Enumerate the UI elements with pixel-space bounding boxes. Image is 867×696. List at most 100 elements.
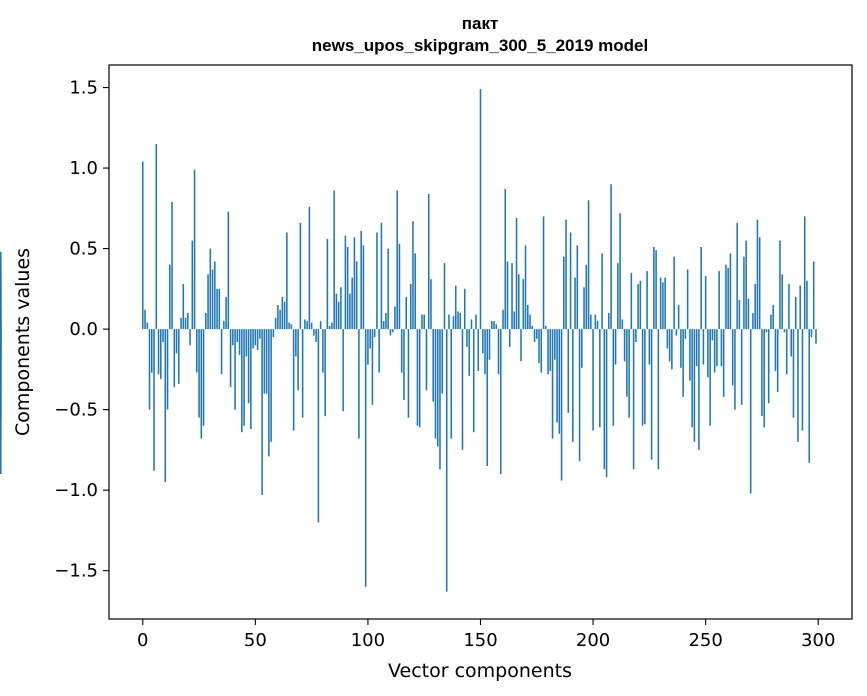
bar-228: [655, 250, 657, 330]
y-tick-label: −1.0: [54, 480, 98, 501]
bar-282: [776, 329, 779, 392]
bar-9: [162, 329, 164, 342]
bar-206: [605, 329, 608, 478]
bar-101: [369, 329, 371, 349]
bar-131: [436, 329, 439, 447]
bar-256: [718, 271, 720, 330]
bar-153: [486, 329, 489, 467]
bar-192: [574, 277, 576, 330]
bar-94: [353, 237, 356, 330]
bar-74: [308, 206, 311, 330]
bar-38: [227, 211, 230, 330]
bars-group: [0, 89, 817, 592]
bar-214: [623, 329, 626, 362]
bar-163: [508, 329, 511, 347]
bar-87: [337, 301, 340, 330]
bar-233: [666, 329, 669, 349]
bar-50: [254, 329, 257, 346]
bar-202: [596, 321, 599, 330]
bar-3: [148, 329, 151, 410]
bar-293: [801, 329, 804, 431]
bar-2: [146, 322, 149, 330]
bar-262: [731, 329, 734, 386]
bar-63: [283, 301, 286, 330]
bar-126: [425, 329, 428, 391]
bar-83: [328, 325, 331, 330]
bar-164: [511, 263, 513, 330]
bar-243: [689, 329, 691, 381]
bar-4: [151, 329, 153, 373]
x-tick-label: 200: [576, 630, 610, 651]
bar-173: [531, 325, 534, 330]
bar-37: [225, 296, 227, 330]
bar-261: [729, 253, 732, 330]
bar-258: [722, 329, 725, 397]
bar-129: [432, 329, 434, 402]
bar-187: [563, 256, 565, 330]
bar-284: [781, 274, 783, 330]
bar-84: [331, 322, 333, 330]
bar-288: [790, 329, 792, 357]
bar-159: [499, 329, 502, 475]
bar-36: [223, 321, 225, 330]
bar-51: [256, 329, 259, 351]
bar-158: [497, 329, 500, 375]
bar-176: [538, 329, 540, 363]
bar-25: [198, 329, 200, 418]
bar-21: [189, 329, 191, 346]
x-tick-label: 150: [463, 630, 497, 651]
bar-75: [310, 322, 313, 330]
bar-15: [175, 329, 178, 354]
bar-264: [736, 222, 738, 330]
x-tick-label: 300: [801, 630, 835, 651]
bar-213: [621, 319, 624, 330]
bar-43: [238, 329, 241, 355]
chart-title-line-1: пакт: [462, 14, 499, 33]
bar-203: [599, 329, 601, 428]
bar-205: [603, 329, 606, 470]
x-tick-label: 100: [351, 630, 385, 651]
bar-108: [385, 313, 387, 330]
bar-88: [340, 287, 342, 330]
bar-272: [754, 284, 756, 330]
bar-160: [502, 309, 504, 330]
bar-185: [558, 329, 561, 434]
bar-240: [682, 329, 684, 397]
bar-242: [686, 269, 689, 330]
bar-193: [576, 245, 579, 330]
bar-275: [761, 329, 763, 417]
bar-89: [342, 329, 344, 412]
bar-141: [459, 313, 462, 330]
bar-107: [382, 321, 385, 330]
bar-59: [274, 317, 277, 330]
bar-184: [556, 329, 558, 423]
bar-33: [216, 288, 218, 330]
bar-178: [542, 216, 545, 330]
bar-225: [648, 329, 651, 365]
bar-8: [160, 329, 162, 380]
bar-128: [430, 279, 432, 330]
bar-278: [767, 329, 770, 404]
y-tick-label: −0.5: [54, 400, 98, 421]
bar-72: [304, 319, 306, 330]
bar-227: [653, 246, 655, 330]
bar-61: [279, 309, 281, 330]
bar-102: [371, 329, 374, 405]
bar-217: [630, 272, 633, 330]
bar-95: [355, 261, 358, 330]
bar-147: [472, 329, 475, 433]
bar-144: [466, 329, 468, 347]
bar-241: [684, 329, 687, 339]
bar-211: [617, 263, 619, 330]
bar-267: [743, 256, 745, 330]
bar-274: [758, 237, 761, 330]
bar-100: [367, 329, 369, 365]
bar-62: [281, 296, 284, 330]
bar-154: [488, 329, 491, 360]
y-tick-label: 1.0: [69, 158, 98, 179]
bar-30: [209, 248, 212, 330]
bar-77: [315, 329, 317, 342]
bar-253: [711, 329, 714, 341]
bar-234: [668, 329, 671, 362]
